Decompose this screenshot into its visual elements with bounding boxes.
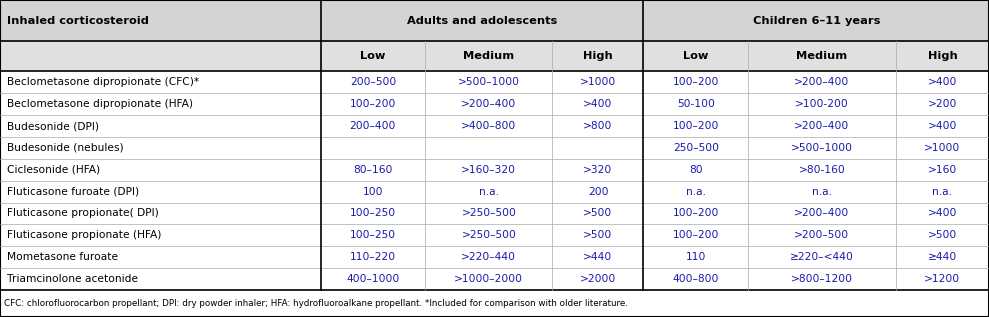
Text: 100–200: 100–200 (673, 77, 719, 87)
Bar (0, 93, 989, 115)
Text: 50-100: 50-100 (676, 99, 715, 109)
Text: 400–800: 400–800 (673, 274, 719, 284)
Bar (320, 0, 644, 41)
Bar (0, 159, 989, 181)
Text: CFC: chlorofluorocarbon propellant; DPI: dry powder inhaler; HFA: hydrofluoroalk: CFC: chlorofluorocarbon propellant; DPI:… (4, 299, 628, 308)
Text: 200–500: 200–500 (350, 77, 396, 87)
Text: >1000–2000: >1000–2000 (454, 274, 523, 284)
Bar (0, 137, 989, 159)
Text: ≥440: ≥440 (928, 252, 957, 262)
Bar (0, 115, 989, 137)
Text: 100–250: 100–250 (350, 230, 396, 240)
Text: 110–220: 110–220 (350, 252, 396, 262)
Text: Children 6–11 years: Children 6–11 years (753, 16, 880, 26)
Text: Budesonide (DPI): Budesonide (DPI) (7, 121, 99, 131)
Text: >400: >400 (928, 77, 957, 87)
Bar (0, 224, 989, 246)
Text: >250–500: >250–500 (462, 209, 516, 218)
Text: >220–440: >220–440 (461, 252, 516, 262)
Text: 100–200: 100–200 (350, 99, 396, 109)
Text: >500: >500 (584, 209, 612, 218)
Text: >400: >400 (584, 99, 612, 109)
Text: >400: >400 (928, 209, 957, 218)
Text: Fluticasone furoate (DPI): Fluticasone furoate (DPI) (7, 187, 139, 197)
Text: >200–400: >200–400 (794, 121, 850, 131)
Text: 200: 200 (587, 187, 608, 197)
Text: >1000: >1000 (925, 143, 960, 153)
Text: Adults and adolescents: Adults and adolescents (406, 16, 557, 26)
Text: 100: 100 (363, 187, 383, 197)
Text: >200–400: >200–400 (461, 99, 516, 109)
Text: Mometasone furoate: Mometasone furoate (7, 252, 118, 262)
Text: >320: >320 (584, 165, 612, 175)
Text: 100–200: 100–200 (673, 209, 719, 218)
Text: >800–1200: >800–1200 (791, 274, 853, 284)
Text: Beclometasone dipropionate (CFC)*: Beclometasone dipropionate (CFC)* (7, 77, 199, 87)
Text: >80-160: >80-160 (798, 165, 846, 175)
Text: Medium: Medium (796, 51, 848, 61)
Bar (0, 290, 989, 317)
Text: >400–800: >400–800 (461, 121, 516, 131)
Text: >500–1000: >500–1000 (458, 77, 520, 87)
Text: Budesonide (nebules): Budesonide (nebules) (7, 143, 124, 153)
Bar (748, 41, 896, 71)
Bar (553, 41, 644, 71)
Text: Beclometasone dipropionate (HFA): Beclometasone dipropionate (HFA) (7, 99, 193, 109)
Text: Triamcinolone acetonide: Triamcinolone acetonide (7, 274, 138, 284)
Text: >1000: >1000 (580, 77, 616, 87)
Bar (0, 181, 989, 203)
Bar (0, 246, 989, 268)
Text: 100–250: 100–250 (350, 209, 396, 218)
Text: >500–1000: >500–1000 (791, 143, 853, 153)
Text: Low: Low (683, 51, 708, 61)
Bar (0, 41, 320, 71)
Bar (0, 0, 320, 41)
Text: >160: >160 (928, 165, 957, 175)
Text: ≥220–<440: ≥220–<440 (790, 252, 854, 262)
Text: 200–400: 200–400 (350, 121, 396, 131)
Text: High: High (928, 51, 957, 61)
Text: n.a.: n.a. (933, 187, 952, 197)
Text: n.a.: n.a. (685, 187, 706, 197)
Text: >1200: >1200 (925, 274, 960, 284)
Text: Medium: Medium (463, 51, 514, 61)
Text: >500: >500 (584, 230, 612, 240)
Text: 80–160: 80–160 (353, 165, 393, 175)
Text: >500: >500 (928, 230, 957, 240)
Text: >440: >440 (584, 252, 612, 262)
Text: High: High (584, 51, 613, 61)
Text: n.a.: n.a. (479, 187, 498, 197)
Bar (896, 41, 989, 71)
Text: 100–200: 100–200 (673, 230, 719, 240)
Bar (0, 203, 989, 224)
Text: n.a.: n.a. (812, 187, 832, 197)
Text: >200–500: >200–500 (794, 230, 850, 240)
Text: >100-200: >100-200 (795, 99, 849, 109)
Text: Low: Low (360, 51, 386, 61)
Text: 110: 110 (685, 252, 706, 262)
Text: 80: 80 (689, 165, 702, 175)
Text: >200–400: >200–400 (794, 77, 850, 87)
Text: >200–400: >200–400 (794, 209, 850, 218)
Text: >250–500: >250–500 (462, 230, 516, 240)
Bar (425, 41, 553, 71)
Text: Inhaled corticosteroid: Inhaled corticosteroid (7, 16, 148, 26)
Text: >200: >200 (928, 99, 957, 109)
Text: >2000: >2000 (580, 274, 616, 284)
Bar (0, 71, 989, 93)
Bar (0, 268, 989, 290)
Bar (320, 41, 425, 71)
Text: 250–500: 250–500 (673, 143, 719, 153)
Text: Fluticasone propionate( DPI): Fluticasone propionate( DPI) (7, 209, 158, 218)
Text: Ciclesonide (HFA): Ciclesonide (HFA) (7, 165, 100, 175)
Text: >160–320: >160–320 (461, 165, 516, 175)
Text: >400: >400 (928, 121, 957, 131)
Bar (644, 41, 748, 71)
Text: 400–1000: 400–1000 (346, 274, 400, 284)
Text: 100–200: 100–200 (673, 121, 719, 131)
Bar (644, 0, 989, 41)
Text: >800: >800 (584, 121, 612, 131)
Text: Fluticasone propionate (HFA): Fluticasone propionate (HFA) (7, 230, 161, 240)
